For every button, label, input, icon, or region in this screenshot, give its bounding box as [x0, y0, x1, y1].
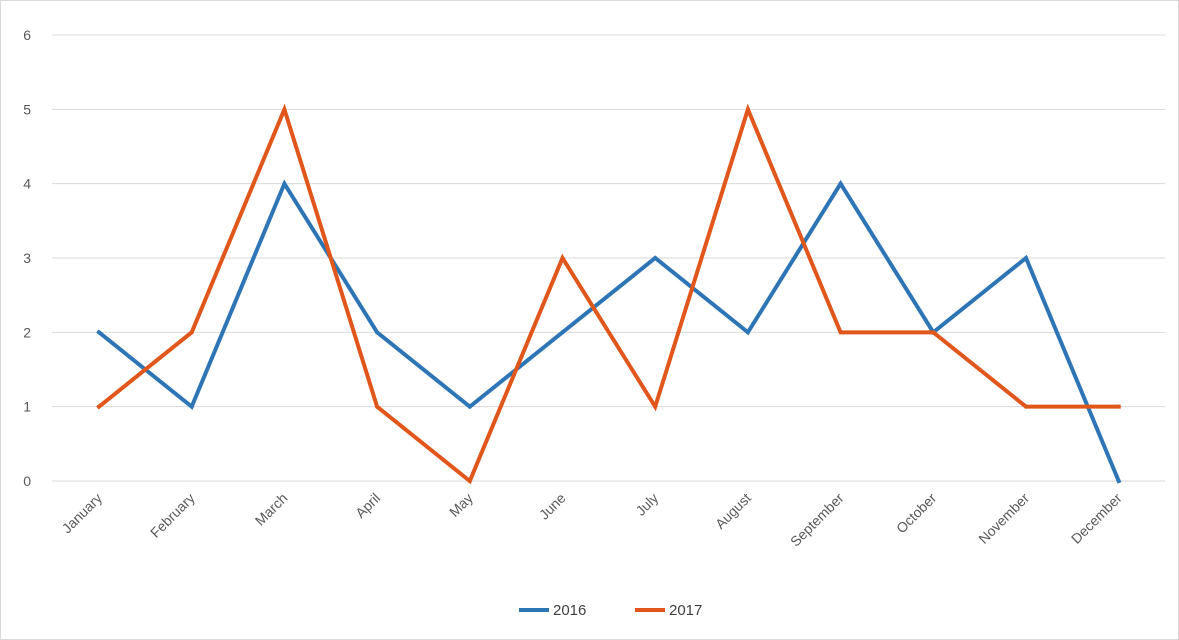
data-point	[746, 330, 750, 334]
x-tick-label: June	[536, 490, 569, 523]
y-tick-label: 3	[23, 250, 31, 266]
x-tick-label: December	[1068, 490, 1125, 547]
data-point	[97, 405, 101, 409]
data-point	[1117, 405, 1121, 409]
y-tick-label: 5	[23, 101, 31, 117]
x-tick-label: February	[147, 490, 198, 541]
legend-label: 2017	[669, 602, 702, 619]
data-point	[839, 182, 843, 186]
data-point	[746, 107, 750, 111]
x-tick-label: January	[59, 490, 106, 537]
data-point	[468, 405, 472, 409]
data-point	[1024, 405, 1028, 409]
legend: 2016 2017	[519, 602, 702, 619]
data-point	[839, 330, 843, 334]
x-tick-label: March	[252, 490, 291, 529]
gridlines	[52, 35, 1165, 481]
x-tick-label: May	[446, 490, 476, 520]
legend-label: 2016	[553, 602, 586, 619]
y-tick-label: 4	[23, 176, 31, 192]
data-point	[375, 330, 379, 334]
x-tick-label: November	[975, 490, 1032, 547]
y-tick-label: 1	[23, 399, 31, 415]
x-tick-label: July	[632, 490, 661, 519]
data-point	[190, 330, 194, 334]
data-point	[375, 405, 379, 409]
y-tick-label: 0	[23, 473, 31, 489]
data-point	[1117, 479, 1121, 483]
data-point	[1024, 256, 1028, 260]
x-tick-label: April	[352, 490, 383, 521]
data-point	[931, 330, 935, 334]
y-axis: 0 1 2 3 4 5 6	[23, 27, 31, 489]
data-point	[561, 256, 565, 260]
y-tick-label: 6	[23, 27, 31, 43]
data-point	[97, 330, 101, 334]
series-lines	[97, 107, 1121, 483]
data-point	[282, 182, 286, 186]
data-point	[282, 107, 286, 111]
x-tick-label: October	[893, 490, 940, 537]
data-point	[561, 330, 565, 334]
data-point	[190, 405, 194, 409]
x-tick-label: September	[787, 490, 847, 550]
data-point	[653, 405, 657, 409]
data-point	[468, 479, 472, 483]
x-tick-label: August	[712, 490, 754, 532]
y-tick-label: 2	[23, 324, 31, 340]
data-point	[653, 256, 657, 260]
x-axis: January February March April May June July Augu…	[59, 490, 1125, 550]
